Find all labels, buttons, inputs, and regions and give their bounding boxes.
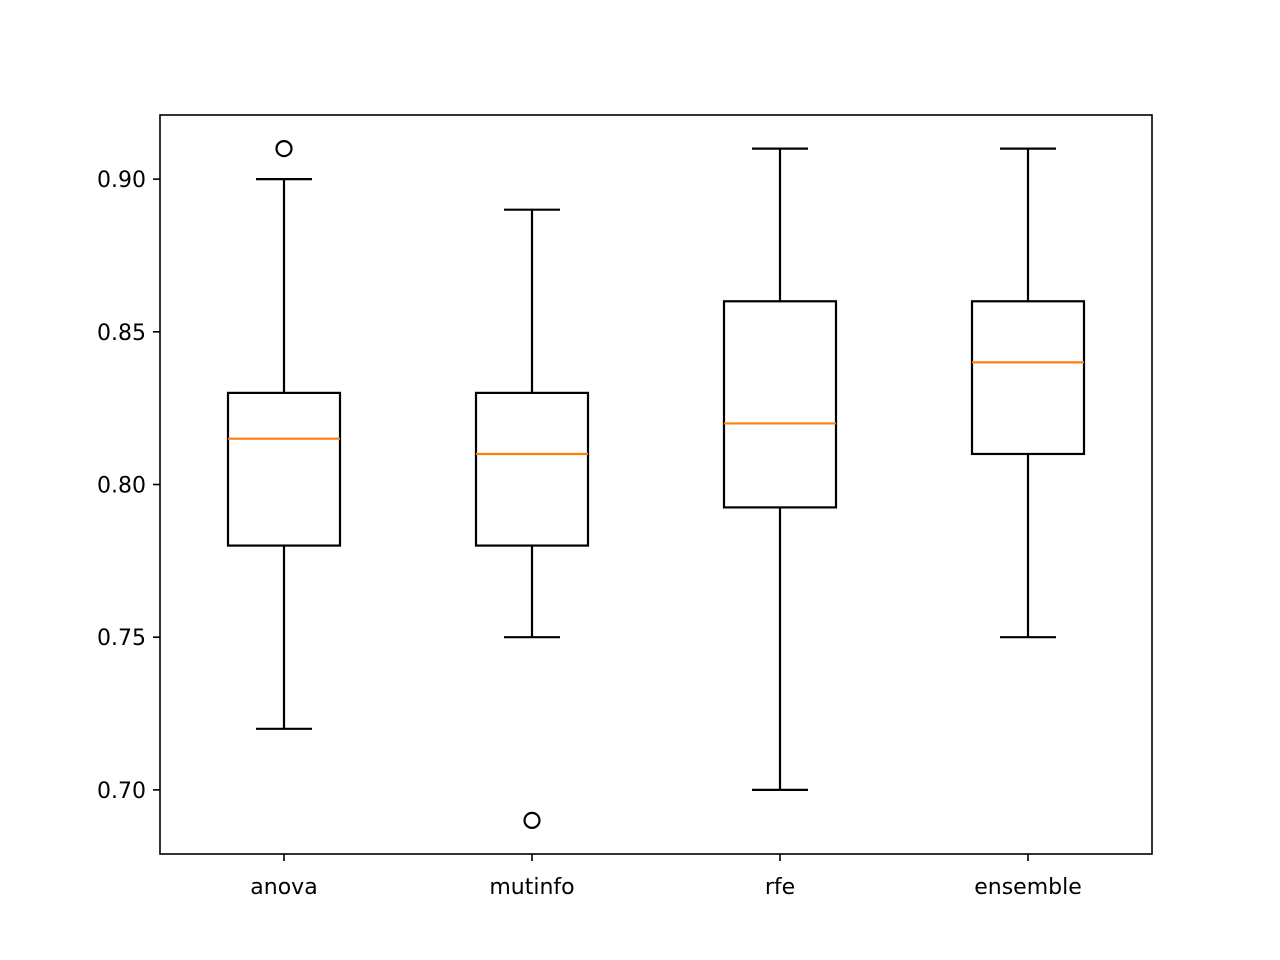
outlier-mutinfo-0 xyxy=(523,811,541,830)
outlier-anova-0 xyxy=(275,139,293,158)
boxes-layer xyxy=(226,139,1086,830)
y-axis: 0.70 0.75 0.80 0.85 0.90 xyxy=(97,168,160,804)
x-tick-label-mutinfo: mutinfo xyxy=(489,875,574,900)
y-tick-label-0.80: 0.80 xyxy=(97,474,146,499)
x-tick-label-rfe: rfe xyxy=(765,875,795,900)
y-tick-label-0.75: 0.75 xyxy=(97,626,146,651)
plot-area-frame xyxy=(159,114,1153,855)
x-tick-label-ensemble: ensemble xyxy=(974,875,1082,900)
y-tick-label-0.85: 0.85 xyxy=(97,321,146,346)
x-axis: anova mutinfo rfe ensemble xyxy=(250,854,1082,900)
box-rfe xyxy=(722,300,838,509)
box-group-rfe xyxy=(722,147,838,791)
box-anova xyxy=(226,391,342,547)
box-group-anova xyxy=(226,139,342,730)
box-mutinfo xyxy=(474,391,590,547)
y-tick-label-0.70: 0.70 xyxy=(97,779,146,804)
box-group-ensemble xyxy=(970,147,1086,639)
box-ensemble xyxy=(970,300,1086,456)
y-tick-label-0.90: 0.90 xyxy=(97,168,146,193)
x-tick-label-anova: anova xyxy=(250,875,317,900)
box-group-mutinfo xyxy=(474,208,590,830)
